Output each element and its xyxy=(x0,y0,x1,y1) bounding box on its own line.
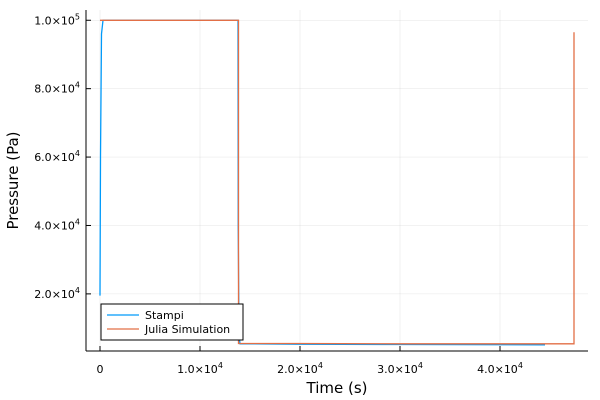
tick-exponent: 4 xyxy=(75,149,80,158)
tick-times: × xyxy=(52,151,61,164)
tick-text: 0 xyxy=(97,363,104,376)
tick-base: 10 xyxy=(204,363,218,376)
x-tick-label: 0 xyxy=(97,363,104,376)
tick-exponent: 4 xyxy=(75,81,80,90)
legend-box xyxy=(100,303,244,341)
grid-lines xyxy=(86,10,588,351)
tick-times: × xyxy=(52,83,61,96)
tick-exponent: 4 xyxy=(418,361,423,370)
tick-base: 10 xyxy=(61,219,75,232)
tick-mantissa: 8.0 xyxy=(34,83,52,96)
series-line-stampi xyxy=(99,19,546,346)
x-tick-label: 1.0×104 xyxy=(177,361,223,376)
legend-label: Julia Simulation xyxy=(144,323,230,336)
tick-times: × xyxy=(52,219,61,232)
tick-exponent: 4 xyxy=(75,286,80,295)
tick-mantissa: 6.0 xyxy=(34,151,52,164)
tick-mantissa: 1.0 xyxy=(177,363,195,376)
tick-base: 10 xyxy=(404,363,418,376)
tick-exponent: 4 xyxy=(318,361,323,370)
axes xyxy=(85,10,588,352)
tick-times: × xyxy=(195,363,204,376)
series-lines xyxy=(99,19,575,346)
x-axis-label: Time (s) xyxy=(306,379,368,397)
tick-base: 10 xyxy=(504,363,518,376)
x-tick-label: 2.0×104 xyxy=(277,361,323,376)
tick-base: 10 xyxy=(304,363,318,376)
tick-base: 10 xyxy=(61,151,75,164)
tick-exponent: 4 xyxy=(75,217,80,226)
tick-times: × xyxy=(52,14,61,27)
tick-mantissa: 3.0 xyxy=(377,363,395,376)
y-tick-label: 8.0×104 xyxy=(34,81,80,96)
y-tick-label: 1.0×105 xyxy=(34,12,80,27)
tick-exponent: 4 xyxy=(518,361,523,370)
tick-mantissa: 1.0 xyxy=(34,14,52,27)
tick-mantissa: 2.0 xyxy=(277,363,295,376)
tick-times: × xyxy=(395,363,404,376)
y-tick-label: 4.0×104 xyxy=(34,217,80,232)
series-line-julia-simulation xyxy=(100,19,575,345)
x-tick-label: 4.0×104 xyxy=(477,361,523,376)
y-tick-label: 2.0×104 xyxy=(34,286,80,301)
x-tick-label: 3.0×104 xyxy=(377,361,423,376)
tick-times: × xyxy=(495,363,504,376)
tick-exponent: 4 xyxy=(218,361,223,370)
x-axis-ticks: 0 1.0×104 2.0×104 3.0×104 4.0×104 xyxy=(97,346,523,376)
tick-times: × xyxy=(295,363,304,376)
tick-times: × xyxy=(52,288,61,301)
tick-base: 10 xyxy=(61,83,75,96)
tick-mantissa: 4.0 xyxy=(34,219,52,232)
tick-mantissa: 4.0 xyxy=(477,363,495,376)
tick-mantissa: 2.0 xyxy=(34,288,52,301)
tick-base: 10 xyxy=(61,14,75,27)
tick-base: 10 xyxy=(61,288,75,301)
y-tick-label: 6.0×104 xyxy=(34,149,80,164)
legend-label: Stampi xyxy=(145,309,184,322)
y-axis-label: Pressure (Pa) xyxy=(4,131,22,229)
tick-exponent: 5 xyxy=(75,12,80,21)
